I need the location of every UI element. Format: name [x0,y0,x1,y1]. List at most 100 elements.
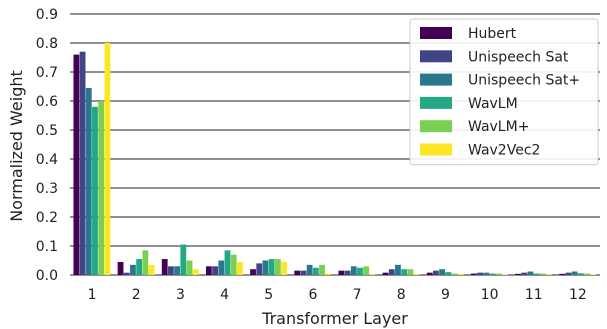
bar [571,271,578,275]
bar [521,272,528,275]
bar [539,273,546,275]
bar [136,259,143,275]
bar [98,101,105,275]
legend-swatch [420,96,452,109]
bar [382,272,389,275]
bar [85,87,92,275]
y-tick-label: 0.6 [36,94,58,110]
bar [489,273,496,275]
bar [192,269,199,275]
legend-label: WavLM+ [468,119,529,135]
bar [433,270,439,275]
x-tick-label: 4 [220,287,229,303]
bar [300,270,307,275]
y-tick-label: 0.2 [36,210,58,226]
bar [92,106,98,275]
legend-label: Hubert [468,26,517,42]
bar [350,266,357,275]
legend-swatch [420,73,452,86]
bar [218,260,225,275]
x-tick-label: 5 [264,287,273,303]
y-tick-label: 0.8 [36,36,58,52]
x-tick-label: 1 [88,287,97,303]
bar [344,270,351,275]
bar [401,269,408,275]
bar [262,260,269,275]
bar [256,263,263,275]
y-tick-label: 0.3 [36,181,58,197]
bar [142,250,149,275]
bar [212,266,218,275]
x-tick-label: 12 [569,287,587,303]
bar [546,274,552,275]
bar [439,269,446,275]
bar [338,270,345,275]
x-tick-label: 11 [525,287,543,303]
bar [407,269,414,275]
bar [515,273,521,275]
x-axis-label: Transformer Layer [261,309,408,328]
bar [501,274,508,275]
bar [451,273,458,275]
legend-swatch [420,50,452,63]
bar [483,272,490,275]
bar [250,269,256,275]
x-tick-label: 8 [397,287,406,303]
y-tick-label: 0.9 [36,7,58,23]
bars [73,43,597,276]
bar [388,269,395,275]
bar [590,274,597,275]
bar [325,273,332,275]
legend-box [409,18,599,166]
bar [180,244,187,275]
bar [123,272,130,275]
bar [527,271,534,275]
y-axis-label: Normalized Weight [7,70,26,222]
x-tick-label: 2 [132,287,141,303]
bar [584,273,590,275]
bar [117,261,124,275]
bar [470,273,477,275]
bar [369,274,376,275]
y-tick-label: 0.4 [36,152,58,168]
bar [161,259,168,275]
legend-swatch [420,143,452,156]
bar [533,273,540,275]
bar [457,274,464,275]
bar [236,261,243,275]
bar [230,254,237,275]
bar [565,272,572,275]
bar [73,54,80,275]
bar [174,266,181,275]
bar [413,274,420,275]
bar [395,264,401,275]
bar [130,264,136,275]
bar [168,266,174,275]
y-tick-label: 0.0 [36,268,58,284]
bar [224,250,231,275]
x-tick-label: 3 [176,287,185,303]
bar [357,267,363,275]
x-tick-label: 6 [308,287,317,303]
bar [268,259,275,275]
y-axis-ticks: 0.0 0.1 0.2 0.3 0.4 0.5 0.6 0.7 0.8 0.9 [36,7,58,284]
bar [306,264,313,275]
bar [104,43,111,275]
bar [186,260,193,275]
y-tick-label: 0.1 [36,239,58,255]
legend-label: WavLM [468,96,518,112]
bar [363,266,370,275]
x-tick-label: 9 [441,287,450,303]
legend-label: Unispeech Sat+ [468,73,580,89]
bar [495,273,502,275]
bar [477,272,483,275]
x-tick-label: 10 [481,287,499,303]
legend-swatch [420,27,452,39]
bar [445,272,452,275]
bar [79,51,86,276]
bar [559,273,566,275]
legend-label: Unispeech Sat [468,49,569,65]
bar [294,270,301,275]
legend-swatch [420,120,452,133]
